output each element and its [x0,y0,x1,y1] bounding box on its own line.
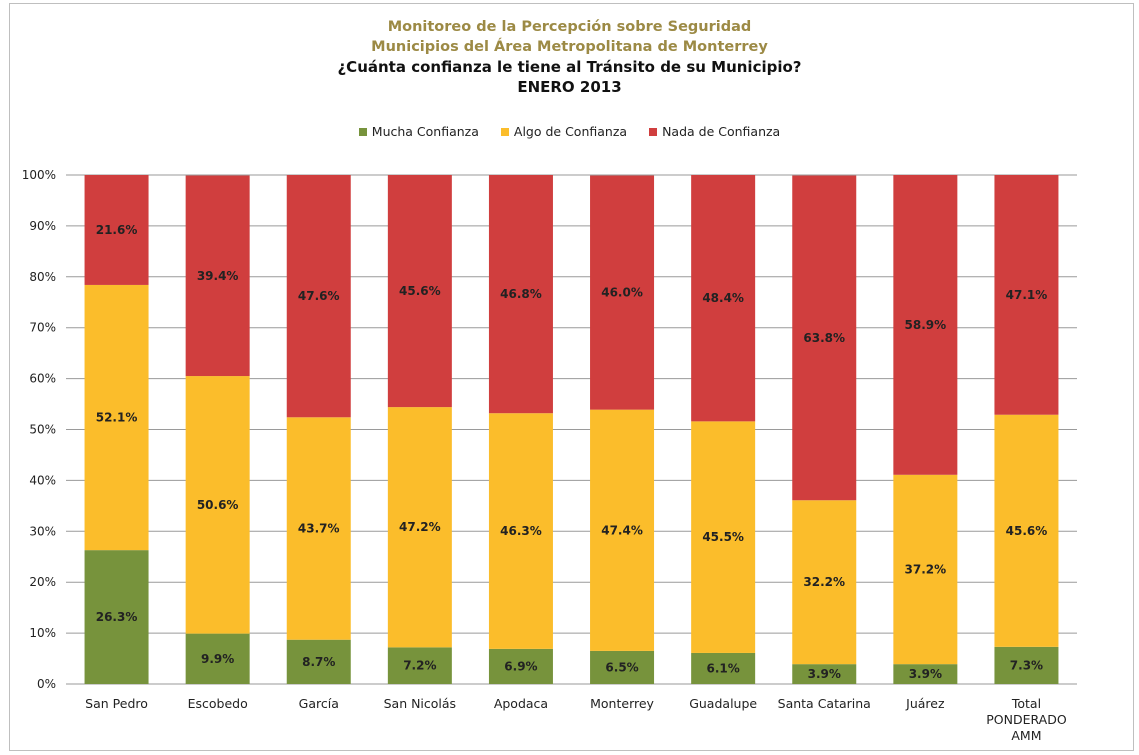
bar-segment [185,376,250,634]
data-label: 39.4% [197,269,239,283]
data-label: 6.5% [605,660,638,674]
y-tick-label: 60% [29,372,56,386]
chart-title-line2: Municipios del Área Metropolitana de Mon… [371,39,768,55]
data-label: 48.4% [702,291,744,305]
legend-label-nada: Nada de Confianza [662,124,781,139]
bar-segment [994,175,1059,415]
bar-segment [691,421,756,653]
bar-segment [590,409,655,651]
data-label: 46.8% [500,287,542,301]
data-label: 6.1% [707,661,740,675]
data-label: 32.2% [803,575,845,589]
bar-segment [185,175,250,377]
bar-segment [286,175,351,418]
bar-segment [590,650,655,684]
bar-segment [691,652,756,684]
x-tick-label: Apodaca [494,696,548,711]
x-tick-label: San Nicolás [384,696,456,711]
x-tick-label: Monterrey [590,696,654,711]
chart-titles: Monitoreo de la Percepción sobre Segurid… [0,17,1139,97]
x-tick-label: Escobedo [188,696,248,711]
data-label: 46.0% [601,286,643,300]
x-tick-label: Guadalupe [689,696,757,711]
data-label: 9.9% [201,652,234,666]
legend-item-mucha: Mucha Confianza [358,124,479,139]
y-tick-label: 70% [29,321,56,335]
bar-segment [185,633,250,684]
data-label: 6.9% [504,659,537,673]
bar-segment [488,413,553,649]
chart-legend: Mucha Confianza Algo de Confianza Nada d… [0,124,1139,139]
data-label: 47.2% [399,520,441,534]
legend-swatch-mucha [358,127,367,136]
chart-period: ENERO 2013 [517,78,622,96]
data-label: 8.7% [302,655,335,669]
bar-segment [286,417,351,640]
bar-segment [792,664,857,684]
bar-segment [286,639,351,684]
y-tick-label: 50% [29,423,56,437]
data-label: 47.6% [298,289,340,303]
y-tick-label: 20% [29,575,56,589]
legend-item-nada: Nada de Confianza [649,124,780,139]
data-label: 58.9% [905,318,947,332]
y-tick-label: 0% [37,677,56,691]
legend-label-mucha: Mucha Confianza [371,124,479,139]
data-label: 3.9% [808,667,841,681]
bar-segment [488,648,553,684]
bar-segment [893,664,958,684]
legend-swatch-algo [500,127,509,136]
bar-segment [893,175,958,475]
legend-label-algo: Algo de Confianza [513,124,628,139]
x-tick-label: AMM [1011,728,1041,743]
x-tick-label: Juárez [905,696,945,711]
data-label: 45.6% [1006,524,1048,538]
bar-segment [691,175,756,422]
data-label: 7.3% [1010,658,1043,672]
data-label: 47.1% [1006,288,1048,302]
data-label: 21.6% [96,223,138,237]
y-tick-label: 10% [29,626,56,640]
legend-item-algo: Algo de Confianza [500,124,628,139]
legend-swatch-nada [649,127,658,136]
bar-segment [994,646,1059,684]
x-tick-label: Total [1011,696,1041,711]
data-label: 46.3% [500,524,542,538]
data-label: 45.5% [702,530,744,544]
data-label: 52.1% [96,411,138,425]
data-label: 43.7% [298,522,340,536]
bar-segment [792,175,857,501]
data-label: 50.6% [197,498,239,512]
bar-segment [387,175,452,408]
y-tick-label: 90% [29,219,56,233]
data-label: 37.2% [905,562,947,576]
bar-segment [994,414,1059,647]
chart-question: ¿Cuánta confianza le tiene al Tránsito d… [337,58,802,76]
y-tick-label: 30% [29,524,56,538]
bar-segment [84,175,149,285]
bar-segment [387,647,452,684]
data-label: 47.4% [601,523,643,537]
y-tick-label: 40% [29,473,56,487]
x-tick-label: PONDERADO [986,712,1067,727]
bar-segment [84,284,149,551]
data-label: 26.3% [96,610,138,624]
data-label: 45.6% [399,284,441,298]
bar-segment [84,550,149,684]
x-tick-label: Santa Catarina [778,696,871,711]
bar-segment [893,474,958,665]
chart-title-line1: Monitoreo de la Percepción sobre Segurid… [387,19,752,35]
x-tick-label: García [299,696,339,711]
bar-segment [590,175,655,410]
data-label: 7.2% [403,659,436,673]
bar-segment [488,175,553,414]
bar-segment [792,500,857,665]
data-label: 63.8% [803,331,845,345]
data-label: 3.9% [909,667,942,681]
y-tick-label: 100% [22,168,56,182]
x-tick-label: San Pedro [85,696,148,711]
y-tick-label: 80% [29,270,56,284]
bar-segment [387,407,452,648]
